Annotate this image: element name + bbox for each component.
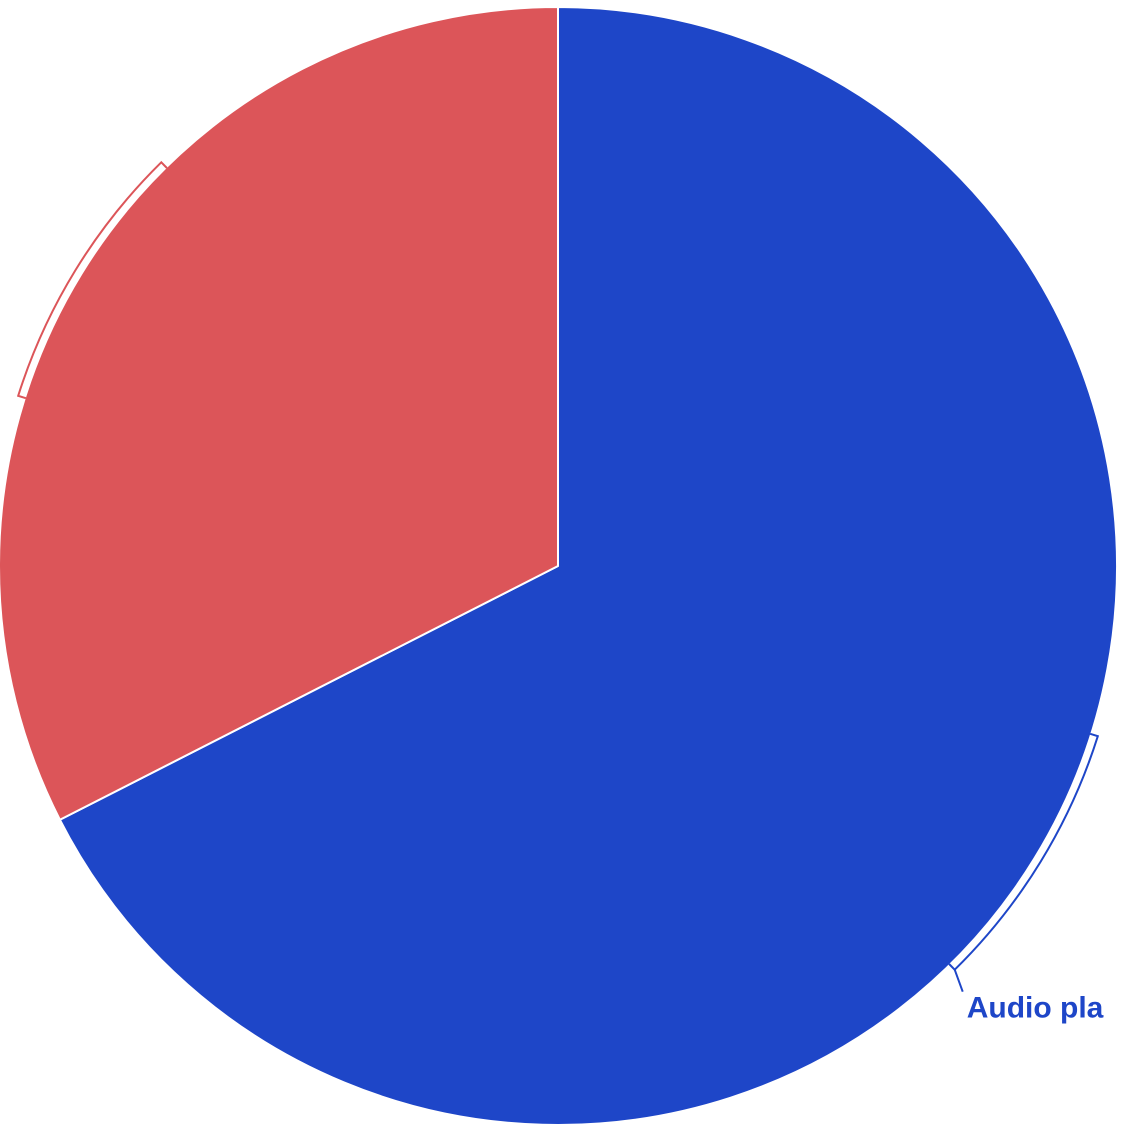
pie-slice-1[interactable] <box>58 6 1118 1125</box>
slice-callout-arc-2 <box>16 160 168 400</box>
pie-slices <box>0 6 1118 1125</box>
slice-label-1: Audio pla <box>967 992 1104 1025</box>
slice-callout-arc-1 <box>948 732 1100 972</box>
slice-leader-line-1 <box>953 969 964 993</box>
pie-slice-2[interactable] <box>0 6 559 821</box>
pie-callouts: Audio pla <box>16 160 1104 1025</box>
